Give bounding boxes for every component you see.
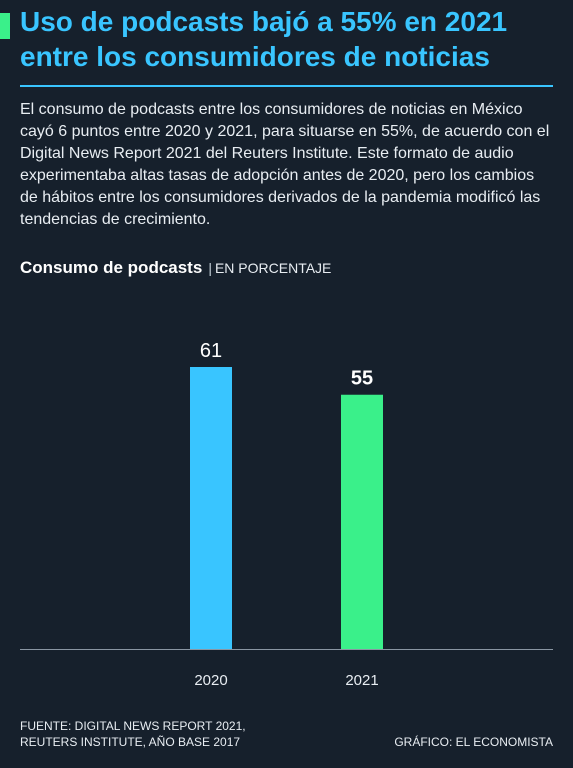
source-line-2: REUTERS INSTITUTE, AÑO BASE 2017 [20,735,241,749]
title-divider [20,85,553,87]
chart-heading-separator: | [208,260,212,276]
source-line-1: FUENTE: DIGITAL NEWS REPORT 2021, [20,719,246,733]
source-note: FUENTE: DIGITAL NEWS REPORT 2021, REUTER… [20,718,246,750]
title-accent-bar [0,13,10,39]
chart-units: EN PORCENTAJE [214,260,332,276]
chart-title: Consumo de podcasts [20,258,203,277]
intro-paragraph: El consumo de podcasts entre los consumi… [20,101,550,228]
x-tick-label-2020: 2020 [194,672,227,689]
data-label-2021: 55 [351,368,373,390]
bar-2020 [190,367,232,649]
bar-chart: 61 2020 55 2021 [20,340,553,689]
graphic-credit: GRÁFICO: EL ECONOMISTA [394,735,553,749]
bar-2021 [341,394,383,649]
x-tick-label-2021: 2021 [345,672,378,689]
page-title: Uso de podcasts bajó a 55% en 2021 entre… [20,6,508,72]
data-label-2020: 61 [200,340,222,362]
chart-heading: Consumo de podcasts | EN PORCENTAJE [20,257,331,280]
